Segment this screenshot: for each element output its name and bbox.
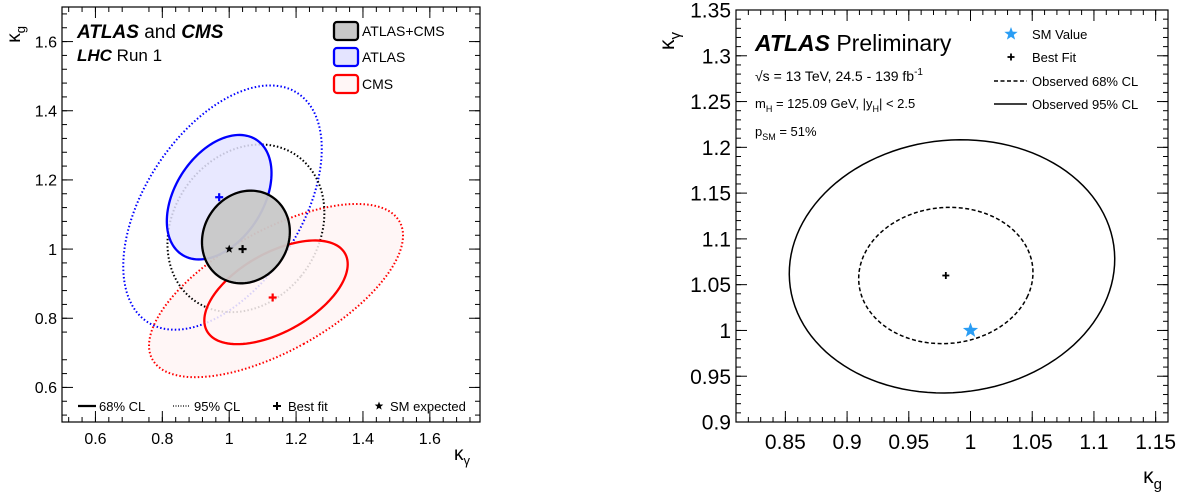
right-x-tick-label: 1.15 — [1135, 431, 1176, 454]
legend-top-label: ATLAS — [362, 49, 405, 65]
annotation-energy: √s = 13 TeV, 24.5 - 139 fb-1 — [755, 67, 923, 84]
right-y-tick-label: 1.35 — [690, 0, 731, 23]
left-x-tick-label: 0.6 — [84, 431, 106, 448]
annotation-psm-p: p — [755, 124, 762, 139]
right-y-tick-label: 1.05 — [690, 274, 731, 297]
plot-frame — [735, 9, 1169, 423]
contour-95-atlas-cms — [166, 143, 326, 314]
annotation-mass: mH = 125.09 GeV, |yH| < 2.5 — [755, 96, 915, 114]
left-x-tick-label: 0.8 — [151, 431, 173, 448]
legend-swatch — [332, 46, 360, 68]
right-y-tick-label: 1.2 — [702, 137, 731, 160]
right-y-tick-label: 1.15 — [690, 183, 731, 206]
x-axis-label-sub: γ — [464, 453, 471, 468]
x-axis-label-sub: g — [1154, 476, 1162, 493]
annotation-run: LHC Run 1 — [77, 46, 162, 65]
right-x-tick-label: 1 — [965, 431, 977, 454]
right-y-tick-label: 1.25 — [690, 91, 731, 114]
annotation-mass-m: m — [755, 96, 766, 111]
legend-swatch — [332, 73, 360, 95]
sm-value-marker — [962, 322, 979, 337]
legend-swatch — [332, 20, 360, 42]
annotation-psm: pSM = 51% — [755, 124, 817, 142]
right-y-tick-label: 0.95 — [690, 366, 731, 389]
plot-frame — [61, 6, 481, 423]
legend-best-fit-label: Best fit — [288, 399, 328, 414]
left-x-tick-label: 1.6 — [419, 431, 441, 448]
right-x-tick-label: 0.85 — [765, 431, 806, 454]
legend-95-label: 95% CL — [194, 399, 240, 414]
legend-best-fit-label: Best Fit — [1032, 50, 1076, 65]
x-axis-label-main: κ — [1143, 465, 1154, 488]
plot-area — [788, 139, 1116, 394]
x-axis-label: κγ — [454, 444, 471, 468]
sm-expected-marker — [224, 244, 234, 253]
annotation-energy-text: √s = 13 TeV, 24.5 - 139 fb — [755, 68, 914, 84]
legend-top-label: CMS — [362, 76, 393, 92]
left-x-tick-label: 1.2 — [285, 431, 307, 448]
y-axis-label-main: κ — [4, 33, 25, 43]
y-axis-label-main: κ — [656, 39, 679, 50]
legend-sm-marker — [1004, 27, 1018, 40]
legend-95-label: Observed 95% CL — [1032, 97, 1138, 112]
contour-68-observed — [857, 206, 1034, 345]
legend-68-label: Observed 68% CL — [1032, 74, 1138, 89]
right-x-tick-label: 1.1 — [1079, 431, 1108, 454]
annotation-experiments: ATLAS and CMS — [76, 22, 224, 43]
annotation-and: and — [139, 22, 181, 43]
left-y-tick-label: 1.6 — [35, 34, 57, 51]
plot-area — [122, 84, 405, 379]
annotation-mass-sub: H — [766, 104, 773, 114]
contour-95-observed — [788, 139, 1116, 394]
left-y-tick-label: 1.4 — [35, 104, 57, 121]
annotation-energy-sup: -1 — [914, 67, 923, 78]
left-y-tick-label: 0.8 — [35, 311, 57, 328]
legend-sm-marker — [374, 401, 384, 410]
y-axis-label-sub: γ — [667, 32, 684, 40]
legend-sm-label: SM Value — [1032, 27, 1087, 42]
right-chart: 0.85 0.9 0.95 1 1.05 1.1 1.15 0.9 0.95 1 1.05 1.1 1.… — [656, 0, 1176, 493]
annotation-lhc: LHC — [77, 46, 113, 65]
legend-sm-label: SM expected — [390, 399, 466, 414]
annotation-atlas: ATLAS — [754, 30, 831, 56]
annotation-mass-rest: = 125.09 GeV, |y — [772, 96, 873, 111]
annotation-run1: Run 1 — [112, 46, 162, 65]
annotation-psm-sub: SM — [762, 132, 776, 142]
contour-68-atlas-cms — [200, 189, 292, 285]
legend-68-label: 68% CL — [99, 399, 145, 414]
y-axis-label-sub: g — [13, 26, 28, 33]
right-y-tick-label: 0.9 — [702, 412, 731, 435]
left-y-tick-label: 0.6 — [35, 380, 57, 397]
annotation-mass-sub2: H — [872, 104, 879, 114]
left-y-tick-label: 1.2 — [35, 173, 57, 190]
annotation-title: ATLAS Preliminary — [754, 30, 952, 56]
annotation-mass-tail: | < 2.5 — [879, 96, 915, 111]
right-y-tick-label: 1.3 — [702, 45, 731, 68]
annotation-atlas: ATLAS — [76, 22, 139, 43]
left-y-tick-label: 1 — [48, 242, 57, 259]
right-y-tick-label: 1 — [719, 320, 731, 343]
left-x-tick-label: 1 — [225, 431, 234, 448]
right-x-tick-label: 1.05 — [1012, 431, 1053, 454]
annotation-cms: CMS — [181, 22, 224, 43]
annotation-preliminary: Preliminary — [830, 30, 952, 56]
y-axis-label: κg — [4, 26, 28, 43]
right-y-tick-label: 1.1 — [702, 228, 731, 251]
annotation-psm-rest: = 51% — [776, 124, 817, 139]
x-axis-label: κg — [1143, 465, 1162, 493]
legend-top-label: ATLAS+CMS — [362, 23, 445, 39]
right-x-tick-label: 0.95 — [888, 431, 929, 454]
right-x-tick-label: 0.9 — [832, 431, 861, 454]
left-x-tick-label: 1.4 — [352, 431, 374, 448]
x-axis-label-main: κ — [454, 444, 464, 465]
y-axis-label: κγ — [656, 32, 684, 51]
